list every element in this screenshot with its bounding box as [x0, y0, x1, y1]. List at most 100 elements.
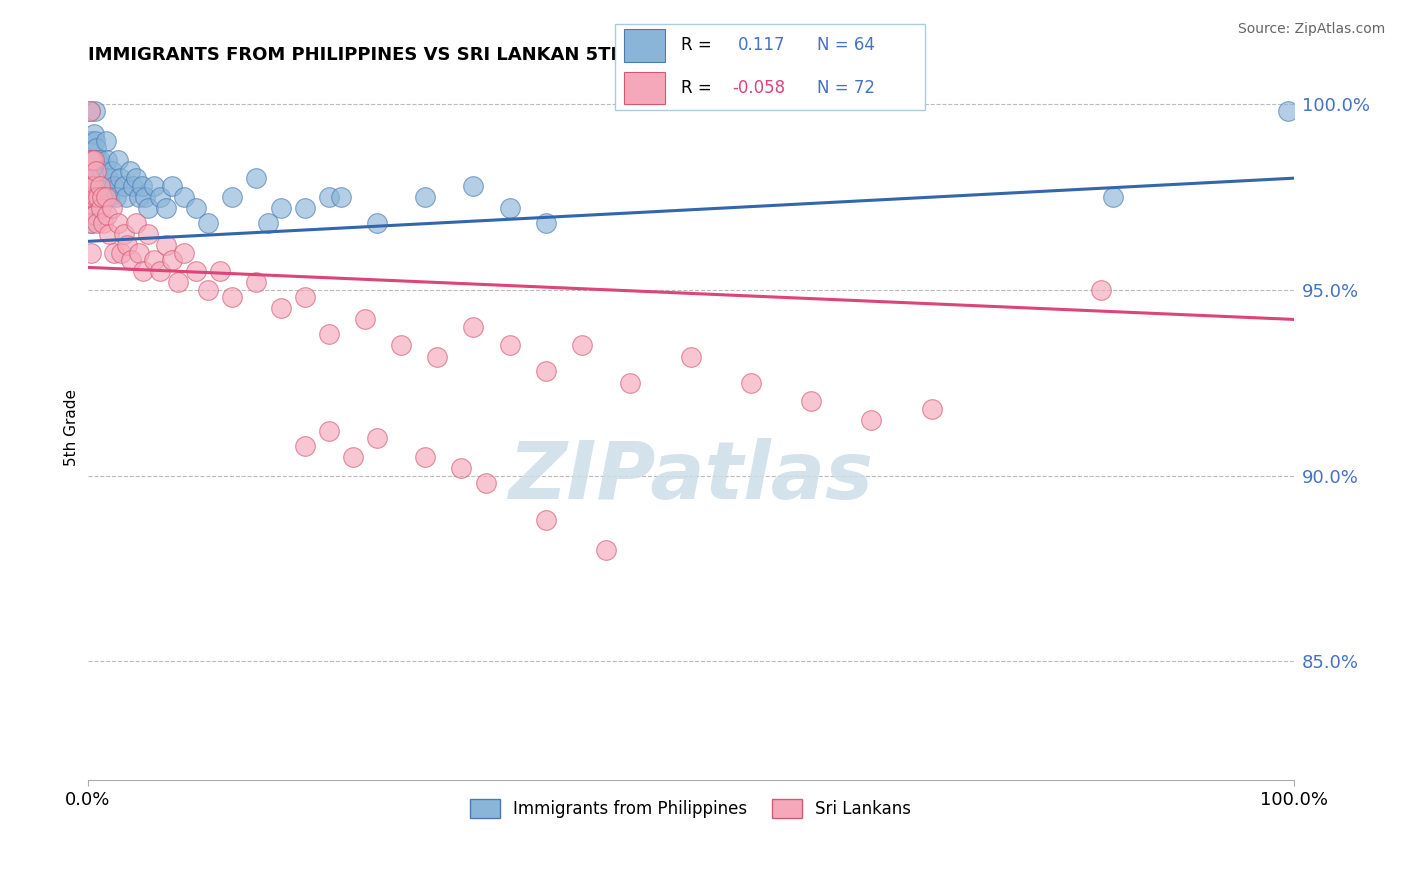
Point [318, 327, 340, 342]
Text: -0.058: -0.058 [731, 79, 785, 97]
Point [136, 227, 159, 241]
Point [80, 190, 103, 204]
Point [90, 178, 112, 193]
Point [83, 153, 105, 167]
Point [84, 190, 107, 204]
Point [221, 290, 243, 304]
Point [122, 178, 145, 193]
Point [84, 190, 107, 204]
Point [97, 171, 120, 186]
Point [498, 338, 520, 352]
Point [96, 208, 118, 222]
Point [80, 171, 103, 186]
Point [125, 216, 148, 230]
Point [83, 134, 105, 148]
Point [619, 376, 641, 390]
Point [366, 431, 388, 445]
Point [342, 450, 364, 464]
Point [94, 134, 117, 148]
FancyBboxPatch shape [614, 24, 925, 110]
Point [142, 178, 165, 193]
Point [91, 163, 114, 178]
Point [329, 190, 352, 204]
Point [389, 338, 412, 352]
Point [96, 153, 118, 167]
Point [110, 245, 132, 260]
Point [149, 190, 172, 204]
Point [155, 238, 177, 252]
Point [136, 201, 159, 215]
Point [103, 178, 125, 193]
Point [79, 190, 101, 204]
FancyBboxPatch shape [624, 29, 665, 62]
Point [77, 190, 100, 204]
Point [245, 275, 267, 289]
Point [800, 394, 823, 409]
Point [98, 190, 121, 204]
Point [860, 413, 883, 427]
Point [91, 190, 114, 204]
Point [86, 178, 108, 193]
Point [534, 513, 557, 527]
FancyBboxPatch shape [624, 72, 665, 104]
Point [89, 153, 111, 167]
Point [167, 275, 190, 289]
Y-axis label: 5th Grade: 5th Grade [65, 389, 79, 466]
Point [79, 153, 101, 167]
Point [921, 401, 943, 416]
Point [498, 201, 520, 215]
Point [155, 201, 177, 215]
Point [534, 216, 557, 230]
Point [80, 178, 103, 193]
Point [100, 163, 122, 178]
Point [270, 201, 292, 215]
Text: N = 64: N = 64 [817, 37, 875, 54]
Point [83, 104, 105, 119]
Point [413, 190, 436, 204]
Point [103, 245, 125, 260]
Text: R =: R = [682, 37, 711, 54]
Point [91, 216, 114, 230]
Legend: Immigrants from Philippines, Sri Lankans: Immigrants from Philippines, Sri Lankans [463, 792, 918, 825]
Point [77, 208, 100, 222]
Point [1090, 283, 1112, 297]
Point [149, 264, 172, 278]
Point [84, 163, 107, 178]
Point [83, 153, 105, 167]
Point [83, 178, 105, 193]
Point [173, 190, 195, 204]
Point [450, 461, 472, 475]
Point [79, 104, 101, 119]
Point [79, 104, 101, 119]
Point [118, 163, 141, 178]
Point [197, 283, 219, 297]
Point [112, 178, 135, 193]
Point [84, 141, 107, 155]
Text: R =: R = [682, 79, 711, 97]
Point [413, 450, 436, 464]
Point [128, 190, 150, 204]
Point [270, 301, 292, 316]
Point [107, 216, 129, 230]
Point [83, 127, 105, 141]
Point [294, 439, 316, 453]
Text: Source: ZipAtlas.com: Source: ZipAtlas.com [1237, 22, 1385, 37]
Point [463, 178, 485, 193]
Point [474, 475, 496, 490]
Point [77, 201, 100, 215]
Point [87, 163, 110, 178]
Point [160, 178, 183, 193]
Point [82, 153, 104, 167]
Text: IMMIGRANTS FROM PHILIPPINES VS SRI LANKAN 5TH GRADE CORRELATION CHART: IMMIGRANTS FROM PHILIPPINES VS SRI LANKA… [87, 46, 922, 64]
Point [184, 201, 207, 215]
Point [257, 216, 280, 230]
Point [77, 171, 100, 186]
Point [117, 238, 139, 252]
Point [318, 424, 340, 438]
Point [82, 153, 104, 167]
Point [112, 227, 135, 241]
Point [87, 190, 110, 204]
Point [86, 216, 108, 230]
Point [571, 338, 593, 352]
Point [209, 264, 232, 278]
